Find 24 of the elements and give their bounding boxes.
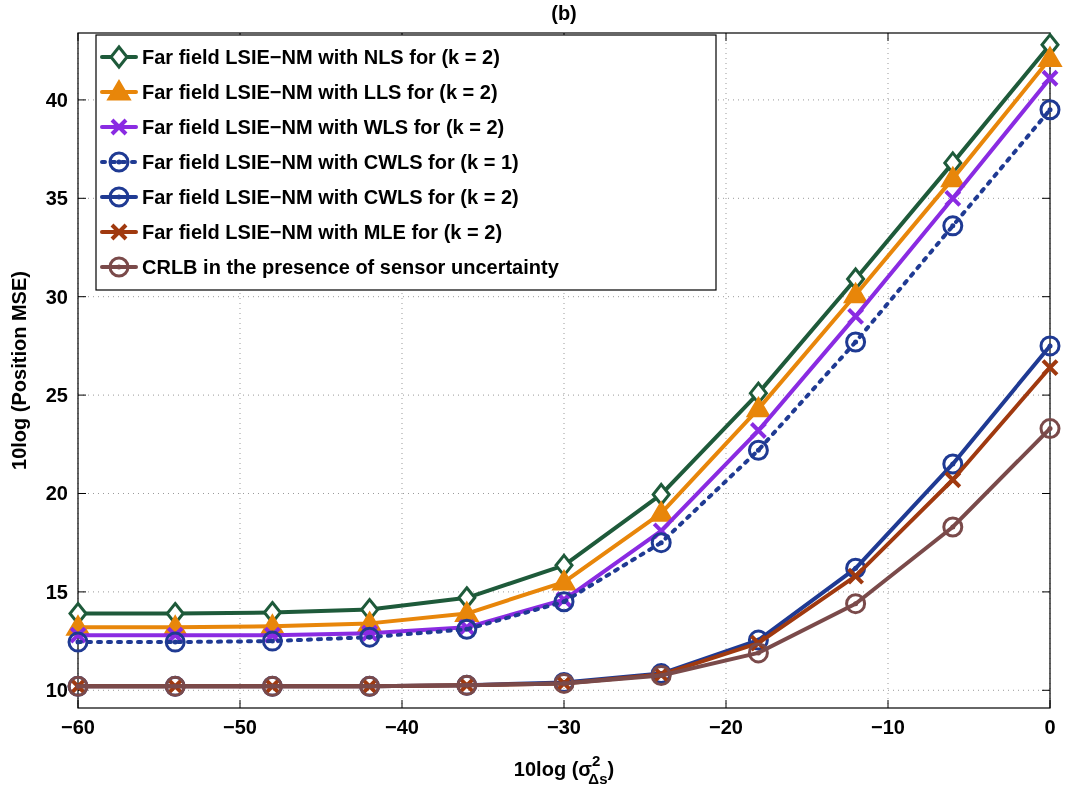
x-tick-label: −30 <box>547 716 581 738</box>
y-tick-label: 15 <box>45 580 68 603</box>
x-tick-label: 0 <box>1044 716 1056 738</box>
x-tick-label: −50 <box>223 716 257 738</box>
legend-label: Far field LSIE−NM with CWLS for (k = 1) <box>142 151 519 173</box>
y-tick-label: 30 <box>45 285 68 308</box>
y-tick-label: 10 <box>45 679 68 702</box>
legend-label: Far field LSIE−NM with WLS for (k = 2) <box>142 116 505 138</box>
x-tick-label: −40 <box>385 716 419 738</box>
x-axis-title: 10log (σ$^{2}$$_{Δs}$) <box>513 752 615 787</box>
y-tick-label: 40 <box>45 88 68 111</box>
y-tick-label: 35 <box>45 187 68 210</box>
legend-label: CRLB in the presence of sensor uncertainty <box>142 256 560 278</box>
y-axis-title: 10log (Position MSE) <box>8 271 30 470</box>
x-tick-label: −10 <box>871 716 905 738</box>
y-tick-label: 25 <box>45 384 68 407</box>
chart-title: (b) <box>551 2 577 24</box>
x-tick-label: −60 <box>61 716 95 738</box>
legend-label: Far field LSIE−NM with LLS for (k = 2) <box>142 81 498 103</box>
legend-label: Far field LSIE−NM with MLE for (k = 2) <box>142 221 503 243</box>
legend-label: Far field LSIE−NM with CWLS for (k = 2) <box>142 186 519 208</box>
x-tick-label: −20 <box>709 716 743 738</box>
legend-label: Far field LSIE−NM with NLS for (k = 2) <box>142 46 500 68</box>
y-tick-label: 20 <box>45 482 68 505</box>
